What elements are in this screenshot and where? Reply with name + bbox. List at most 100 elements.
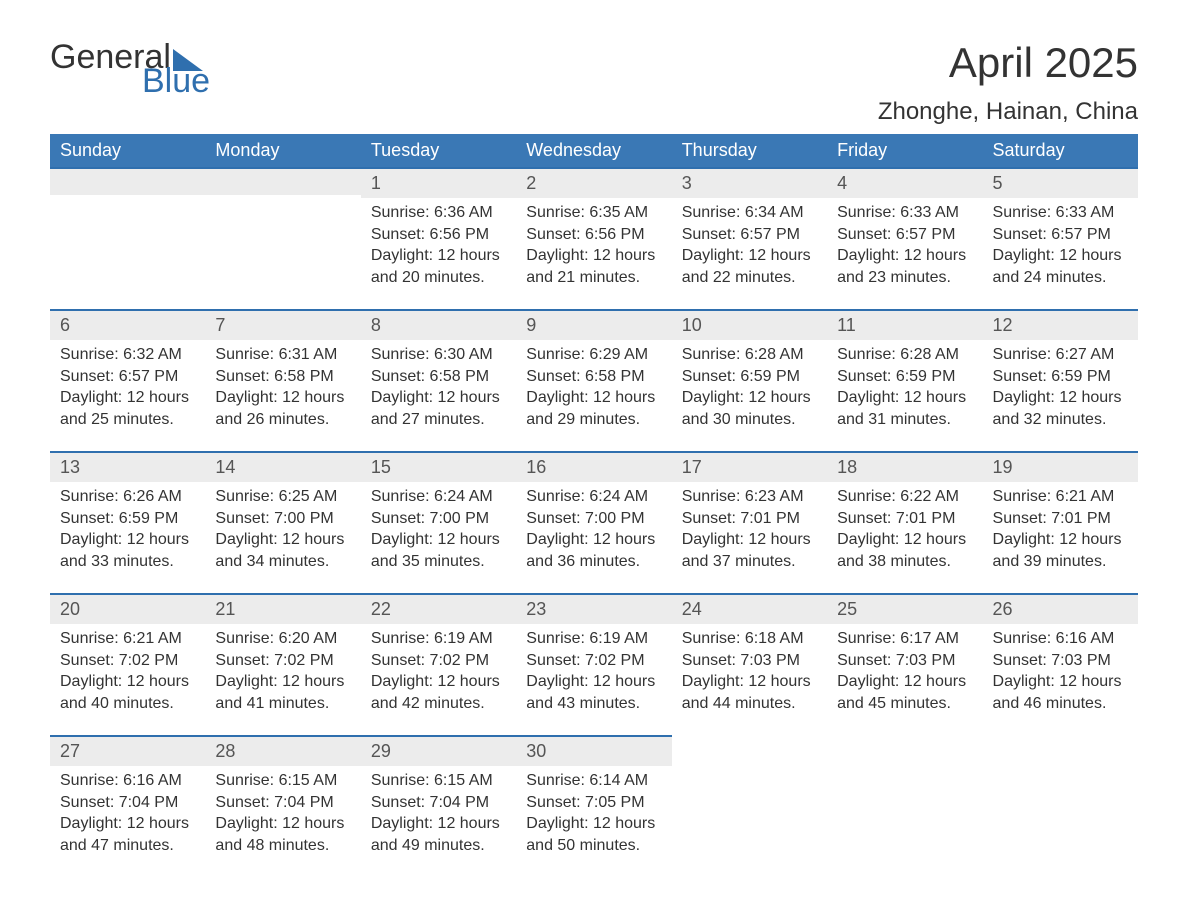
sunrise-text: Sunrise: 6:16 AM bbox=[60, 770, 195, 792]
sunrise-text: Sunrise: 6:24 AM bbox=[371, 486, 506, 508]
sunset-text: Sunset: 6:57 PM bbox=[837, 224, 972, 246]
daylight-text: Daylight: 12 hours and 21 minutes. bbox=[526, 245, 661, 288]
calendar-cell: 17Sunrise: 6:23 AMSunset: 7:01 PMDayligh… bbox=[672, 451, 827, 593]
calendar-cell: 23Sunrise: 6:19 AMSunset: 7:02 PMDayligh… bbox=[516, 593, 671, 735]
day-content: Sunrise: 6:16 AMSunset: 7:03 PMDaylight:… bbox=[983, 624, 1138, 724]
calendar-cell bbox=[983, 735, 1138, 877]
day-content: Sunrise: 6:26 AMSunset: 6:59 PMDaylight:… bbox=[50, 482, 205, 582]
calendar-cell: 29Sunrise: 6:15 AMSunset: 7:04 PMDayligh… bbox=[361, 735, 516, 877]
day-number: 29 bbox=[361, 737, 516, 766]
day-number: 13 bbox=[50, 453, 205, 482]
day-content: Sunrise: 6:30 AMSunset: 6:58 PMDaylight:… bbox=[361, 340, 516, 440]
location-subtitle: Zhonghe, Hainan, China bbox=[878, 98, 1138, 126]
day-number: 22 bbox=[361, 595, 516, 624]
sunset-text: Sunset: 7:00 PM bbox=[215, 508, 350, 530]
sunrise-text: Sunrise: 6:27 AM bbox=[993, 344, 1128, 366]
day-content: Sunrise: 6:35 AMSunset: 6:56 PMDaylight:… bbox=[516, 198, 671, 298]
day-number: 11 bbox=[827, 311, 982, 340]
day-content: Sunrise: 6:33 AMSunset: 6:57 PMDaylight:… bbox=[983, 198, 1138, 298]
daylight-text: Daylight: 12 hours and 22 minutes. bbox=[682, 245, 817, 288]
daylight-text: Daylight: 12 hours and 35 minutes. bbox=[371, 529, 506, 572]
sunset-text: Sunset: 6:59 PM bbox=[60, 508, 195, 530]
calendar-cell: 19Sunrise: 6:21 AMSunset: 7:01 PMDayligh… bbox=[983, 451, 1138, 593]
day-content: Sunrise: 6:23 AMSunset: 7:01 PMDaylight:… bbox=[672, 482, 827, 582]
daylight-text: Daylight: 12 hours and 31 minutes. bbox=[837, 387, 972, 430]
daylight-text: Daylight: 12 hours and 32 minutes. bbox=[993, 387, 1128, 430]
calendar-cell: 18Sunrise: 6:22 AMSunset: 7:01 PMDayligh… bbox=[827, 451, 982, 593]
day-number: 21 bbox=[205, 595, 360, 624]
calendar-week-row: 1Sunrise: 6:36 AMSunset: 6:56 PMDaylight… bbox=[50, 167, 1138, 309]
daylight-text: Daylight: 12 hours and 27 minutes. bbox=[371, 387, 506, 430]
day-content: Sunrise: 6:16 AMSunset: 7:04 PMDaylight:… bbox=[50, 766, 205, 866]
calendar-cell: 2Sunrise: 6:35 AMSunset: 6:56 PMDaylight… bbox=[516, 167, 671, 309]
day-content: Sunrise: 6:33 AMSunset: 6:57 PMDaylight:… bbox=[827, 198, 982, 298]
weekday-header: Monday bbox=[205, 134, 360, 167]
day-content: Sunrise: 6:25 AMSunset: 7:00 PMDaylight:… bbox=[205, 482, 360, 582]
sunrise-text: Sunrise: 6:19 AM bbox=[526, 628, 661, 650]
sunrise-text: Sunrise: 6:33 AM bbox=[837, 202, 972, 224]
day-number: 8 bbox=[361, 311, 516, 340]
day-content: Sunrise: 6:32 AMSunset: 6:57 PMDaylight:… bbox=[50, 340, 205, 440]
calendar-cell: 20Sunrise: 6:21 AMSunset: 7:02 PMDayligh… bbox=[50, 593, 205, 735]
day-content: Sunrise: 6:28 AMSunset: 6:59 PMDaylight:… bbox=[827, 340, 982, 440]
calendar-cell: 13Sunrise: 6:26 AMSunset: 6:59 PMDayligh… bbox=[50, 451, 205, 593]
sunrise-text: Sunrise: 6:21 AM bbox=[60, 628, 195, 650]
logo-triangle-icon bbox=[173, 49, 203, 71]
day-number: 28 bbox=[205, 737, 360, 766]
sunrise-text: Sunrise: 6:32 AM bbox=[60, 344, 195, 366]
calendar-cell: 5Sunrise: 6:33 AMSunset: 6:57 PMDaylight… bbox=[983, 167, 1138, 309]
sunset-text: Sunset: 7:02 PM bbox=[526, 650, 661, 672]
calendar-cell: 24Sunrise: 6:18 AMSunset: 7:03 PMDayligh… bbox=[672, 593, 827, 735]
day-number: 17 bbox=[672, 453, 827, 482]
calendar-week-row: 13Sunrise: 6:26 AMSunset: 6:59 PMDayligh… bbox=[50, 451, 1138, 593]
sunset-text: Sunset: 6:56 PM bbox=[371, 224, 506, 246]
sunset-text: Sunset: 6:57 PM bbox=[60, 366, 195, 388]
calendar-cell: 10Sunrise: 6:28 AMSunset: 6:59 PMDayligh… bbox=[672, 309, 827, 451]
daylight-text: Daylight: 12 hours and 23 minutes. bbox=[837, 245, 972, 288]
calendar-week-row: 20Sunrise: 6:21 AMSunset: 7:02 PMDayligh… bbox=[50, 593, 1138, 735]
day-content: Sunrise: 6:15 AMSunset: 7:04 PMDaylight:… bbox=[361, 766, 516, 866]
calendar-cell: 22Sunrise: 6:19 AMSunset: 7:02 PMDayligh… bbox=[361, 593, 516, 735]
daylight-text: Daylight: 12 hours and 42 minutes. bbox=[371, 671, 506, 714]
day-content: Sunrise: 6:15 AMSunset: 7:04 PMDaylight:… bbox=[205, 766, 360, 866]
sunset-text: Sunset: 6:59 PM bbox=[993, 366, 1128, 388]
daylight-text: Daylight: 12 hours and 45 minutes. bbox=[837, 671, 972, 714]
daylight-text: Daylight: 12 hours and 29 minutes. bbox=[526, 387, 661, 430]
day-number: 19 bbox=[983, 453, 1138, 482]
day-number: 10 bbox=[672, 311, 827, 340]
month-title: April 2025 bbox=[878, 40, 1138, 86]
day-content: Sunrise: 6:21 AMSunset: 7:01 PMDaylight:… bbox=[983, 482, 1138, 582]
sunset-text: Sunset: 7:05 PM bbox=[526, 792, 661, 814]
sunset-text: Sunset: 7:04 PM bbox=[60, 792, 195, 814]
day-content: Sunrise: 6:19 AMSunset: 7:02 PMDaylight:… bbox=[361, 624, 516, 724]
sunset-text: Sunset: 7:03 PM bbox=[837, 650, 972, 672]
logo: General Blue bbox=[50, 40, 210, 98]
sunset-text: Sunset: 7:01 PM bbox=[993, 508, 1128, 530]
daylight-text: Daylight: 12 hours and 48 minutes. bbox=[215, 813, 350, 856]
calendar-week-row: 27Sunrise: 6:16 AMSunset: 7:04 PMDayligh… bbox=[50, 735, 1138, 877]
daylight-text: Daylight: 12 hours and 49 minutes. bbox=[371, 813, 506, 856]
sunrise-text: Sunrise: 6:33 AM bbox=[993, 202, 1128, 224]
calendar-cell: 4Sunrise: 6:33 AMSunset: 6:57 PMDaylight… bbox=[827, 167, 982, 309]
calendar-week-row: 6Sunrise: 6:32 AMSunset: 6:57 PMDaylight… bbox=[50, 309, 1138, 451]
sunset-text: Sunset: 7:00 PM bbox=[526, 508, 661, 530]
sunrise-text: Sunrise: 6:18 AM bbox=[682, 628, 817, 650]
sunset-text: Sunset: 6:57 PM bbox=[993, 224, 1128, 246]
title-block: April 2025 Zhonghe, Hainan, China bbox=[878, 40, 1138, 126]
day-content: Sunrise: 6:31 AMSunset: 6:58 PMDaylight:… bbox=[205, 340, 360, 440]
sunrise-text: Sunrise: 6:28 AM bbox=[682, 344, 817, 366]
day-number: 9 bbox=[516, 311, 671, 340]
day-content: Sunrise: 6:20 AMSunset: 7:02 PMDaylight:… bbox=[205, 624, 360, 724]
daylight-text: Daylight: 12 hours and 26 minutes. bbox=[215, 387, 350, 430]
sunrise-text: Sunrise: 6:22 AM bbox=[837, 486, 972, 508]
day-content: Sunrise: 6:19 AMSunset: 7:02 PMDaylight:… bbox=[516, 624, 671, 724]
sunset-text: Sunset: 7:00 PM bbox=[371, 508, 506, 530]
calendar-page: General Blue April 2025 Zhonghe, Hainan,… bbox=[0, 0, 1188, 907]
calendar-cell: 26Sunrise: 6:16 AMSunset: 7:03 PMDayligh… bbox=[983, 593, 1138, 735]
sunset-text: Sunset: 7:04 PM bbox=[371, 792, 506, 814]
day-content: Sunrise: 6:27 AMSunset: 6:59 PMDaylight:… bbox=[983, 340, 1138, 440]
calendar-cell: 28Sunrise: 6:15 AMSunset: 7:04 PMDayligh… bbox=[205, 735, 360, 877]
sunrise-text: Sunrise: 6:23 AM bbox=[682, 486, 817, 508]
day-number: 15 bbox=[361, 453, 516, 482]
day-number: 24 bbox=[672, 595, 827, 624]
